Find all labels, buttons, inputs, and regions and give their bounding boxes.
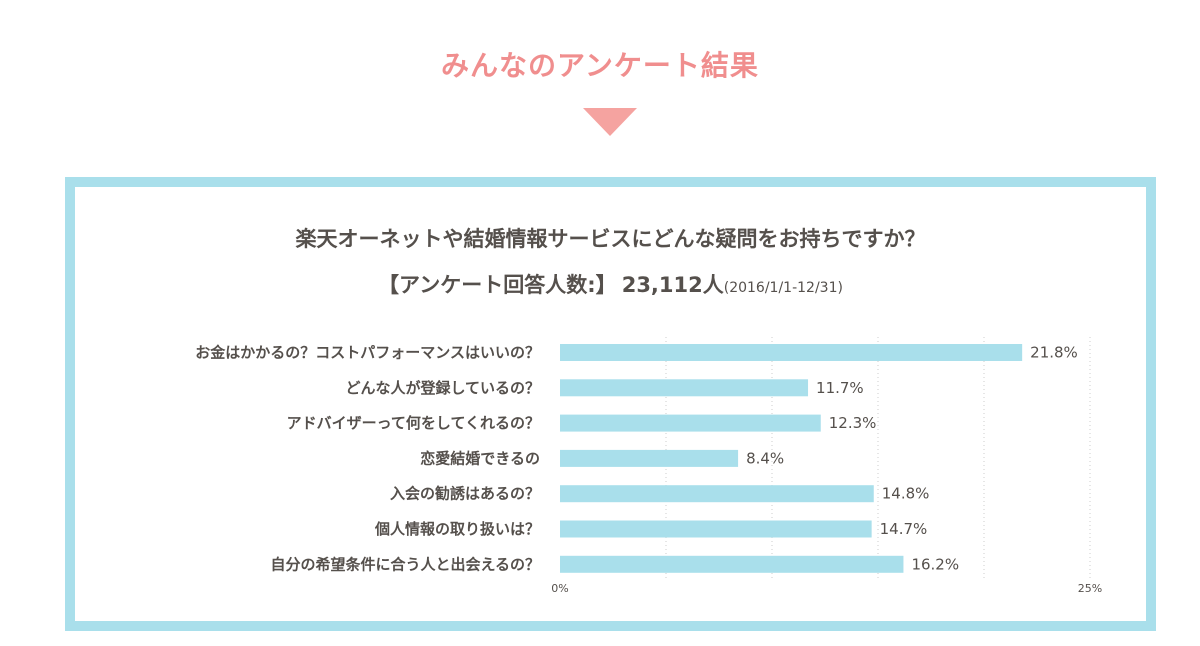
value-label: 14.8% <box>882 485 930 503</box>
category-label: アドバイザーって何をしてくれるの？ <box>287 414 540 432</box>
bar <box>560 414 821 432</box>
bar <box>560 555 904 573</box>
category-label: 恋愛結婚できるの <box>420 449 540 467</box>
category-label: 入会の勧誘はあるの？ <box>390 485 540 503</box>
bar <box>560 379 809 397</box>
value-label: 14.7% <box>880 520 928 538</box>
bar <box>560 485 874 503</box>
value-label: 8.4% <box>746 449 784 467</box>
respondents-count: 23,112人 <box>621 273 724 297</box>
category-label: どんな人が登録しているの？ <box>345 379 540 397</box>
bar <box>560 344 1023 361</box>
category-label: お金はかかるの？コストパフォーマンスはいいの？ <box>195 344 540 362</box>
value-label: 12.3% <box>829 414 877 432</box>
bar-chart: お金はかかるの？コストパフォーマンスはいいの？ 21.8% どんな人が登録しているの… <box>195 337 1102 595</box>
survey-period: (2016/1/1-12/31) <box>723 280 843 296</box>
respondents-label: 【アンケート回答人数:】 <box>378 273 617 297</box>
section-title: みんなのアンケート結果 <box>441 49 759 82</box>
bar <box>560 449 739 467</box>
category-label: 個人情報の取り扱いは？ <box>374 520 540 538</box>
chart-title: 楽天オーネットや結婚情報サービスにどんな疑問をお持ちですか？ <box>295 227 926 251</box>
category-label: 自分の希望条件に合う人と出会えるの？ <box>270 555 540 573</box>
respondents-line: 【アンケート回答人数:】 23,112人(2016/1/1-12/31) <box>75 269 1146 299</box>
value-label: 21.8% <box>1030 344 1078 362</box>
survey-panel: 楽天オーネットや結婚情報サービスにどんな疑問をお持ちですか？ 【アンケート回答人… <box>65 177 1156 631</box>
value-label: 16.2% <box>911 555 959 573</box>
value-label: 11.7% <box>816 379 864 397</box>
x-tick-label: 25% <box>1078 582 1102 595</box>
x-tick-label: 0% <box>551 582 568 595</box>
bar <box>560 520 872 538</box>
down-arrow-icon <box>583 108 637 136</box>
